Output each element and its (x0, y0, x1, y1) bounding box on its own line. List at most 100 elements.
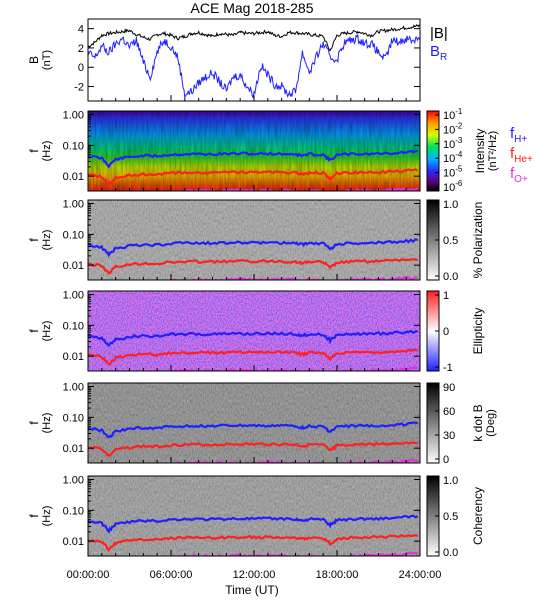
colorbar-label: Coherency (471, 487, 485, 545)
gyro-line-h (88, 514, 419, 534)
gyro-line-h (88, 238, 418, 258)
colorbar-tick-label: 0 (443, 326, 449, 338)
colorbar-tick-label: 1.0 (443, 475, 458, 487)
colorbar-label: Ellipticity (471, 308, 485, 355)
panel-ylabel: f (27, 329, 41, 333)
panel-ylabel: f (27, 514, 41, 518)
colorbar-tick-label: 30 (443, 430, 455, 442)
ion-legend: fH+fHe+fO+ (510, 125, 533, 185)
y-tick-label: 0.10 (63, 505, 84, 517)
y-tick-label: 2 (78, 43, 84, 55)
y-ticks: 4 2 0 -2 (74, 24, 421, 101)
colorbar-intensity (426, 110, 440, 192)
colorbar-label: Intensity (473, 129, 487, 174)
colorbar-tick-label: 10-2 (443, 121, 463, 136)
colorbar-tick-label: 0.0 (443, 271, 458, 283)
colorbar-tick-label: 0.5 (443, 511, 458, 523)
y-tick-label: 1.00 (63, 382, 84, 394)
y-tick-label: 0.01 (63, 351, 84, 363)
colorbar-tick-label: -1 (443, 362, 453, 374)
spectrogram-axes: 1.000.100.01f (Hz)1.000.100.01f (Hz)1.000.… (27, 110, 421, 557)
y-tick-label: 4 (78, 24, 84, 36)
y-tick-label: 0.01 (63, 536, 84, 548)
legend-br: BR (430, 43, 447, 63)
y-tick-label: 1.00 (63, 199, 84, 211)
x-tick-label: 18:00:00 (316, 569, 359, 581)
spectrogram-texture (88, 200, 420, 280)
panel-ylabel: f (27, 238, 41, 242)
colorbar-tick-label: 0.0 (443, 547, 458, 559)
x-tick-label: 00:00:00 (67, 569, 110, 581)
y-tick-label: 1.00 (63, 290, 84, 302)
panel-yunit: (Hz) (41, 141, 53, 162)
y-tick-label: 0.10 (63, 140, 84, 152)
polarization-panel (88, 200, 420, 280)
colorbar-label: k dot B (471, 404, 485, 441)
y-tick-label: 0.01 (63, 171, 84, 183)
gyro-line-h (88, 149, 419, 169)
intensity-panel (88, 111, 420, 191)
y-tick-label: 0.01 (63, 443, 84, 455)
gyro-line-he (88, 441, 418, 457)
ion-legend-entry: fH+ (510, 125, 527, 145)
series-line-absb (88, 24, 420, 52)
colorbar-tick-label: 10-4 (443, 150, 463, 165)
colorbar-tick-label: 0.5 (443, 235, 458, 247)
colorbar-tick-label: 90 (443, 382, 455, 394)
coherency-panel (88, 476, 420, 556)
panel-ylabel: f (27, 149, 41, 153)
legend-absb: |B| (430, 25, 448, 42)
panel-yunit: (Hz) (41, 321, 53, 342)
x-axis-label: Time (UT) (225, 583, 279, 597)
panel-yunit: (Hz) (41, 506, 53, 527)
y-tick-label: -2 (74, 82, 84, 94)
spectrogram-texture (88, 291, 420, 371)
ellipticity-panel (88, 291, 420, 371)
ion-legend-entry: fHe+ (510, 145, 533, 165)
panel-ylabel: B (27, 56, 41, 64)
x-tick-label: 12:00:00 (233, 569, 276, 581)
colorbar-tick-label: 10-5 (443, 165, 463, 180)
gyro-line-he (88, 533, 419, 552)
gyro-line-h (88, 329, 419, 348)
ion-legend-entry: fO+ (510, 165, 528, 185)
panel-yunit: (Hz) (41, 230, 53, 251)
x-tick-label: 06:00:00 (150, 569, 193, 581)
panel-ylabel: f (27, 421, 41, 425)
series-line-br (88, 34, 420, 100)
colorbar-label: % Polarization (471, 202, 485, 279)
panel-frame (87, 18, 421, 102)
y-tick-label: 0.10 (63, 229, 84, 241)
gyro-line-he (88, 168, 419, 187)
y-tick-label: 1.00 (63, 110, 84, 122)
y-tick-label: 0 (78, 62, 84, 74)
colorbar-tick-label: 1.0 (443, 199, 458, 211)
colorbar-tick-label: 60 (443, 406, 455, 418)
gyro-line-he (88, 257, 418, 275)
x-tick-labels: 00:00:00 06:00:00 12:00:00 18:00:00 24:00:00 (67, 569, 442, 581)
colorbar-kdotb (426, 382, 440, 464)
colorbar-tick-label: 10-6 (443, 179, 463, 194)
chart-title: ACE Mag 2018-285 (191, 0, 314, 16)
magnetic-field-panel: 4 2 0 -2 B (nT) |B| BR (27, 18, 448, 102)
field-series (88, 24, 420, 100)
x-tick-label: 24:00:00 (399, 569, 442, 581)
gyro-line-h (88, 421, 418, 439)
spectrogram-texture (88, 383, 420, 463)
colorbar-tick-label: 10-3 (443, 136, 463, 151)
colorbar-tick-label: 10-1 (443, 107, 463, 122)
kdotb-panel (88, 383, 420, 463)
colorbar-unit: (nT²/Hz) (487, 131, 499, 171)
gyro-line-he (88, 348, 419, 366)
y-tick-label: 0.10 (63, 412, 84, 424)
panel-yunit: (Hz) (41, 413, 53, 434)
panel-yunit: (nT) (41, 50, 53, 70)
colorbar-tick-label: 0 (443, 454, 449, 466)
y-tick-label: 0.10 (63, 320, 84, 332)
colorbar-tick-label: 1 (443, 290, 449, 302)
y-tick-label: 0.01 (63, 260, 84, 272)
spectrogram-texture (88, 476, 420, 556)
y-tick-label: 1.00 (63, 475, 84, 487)
